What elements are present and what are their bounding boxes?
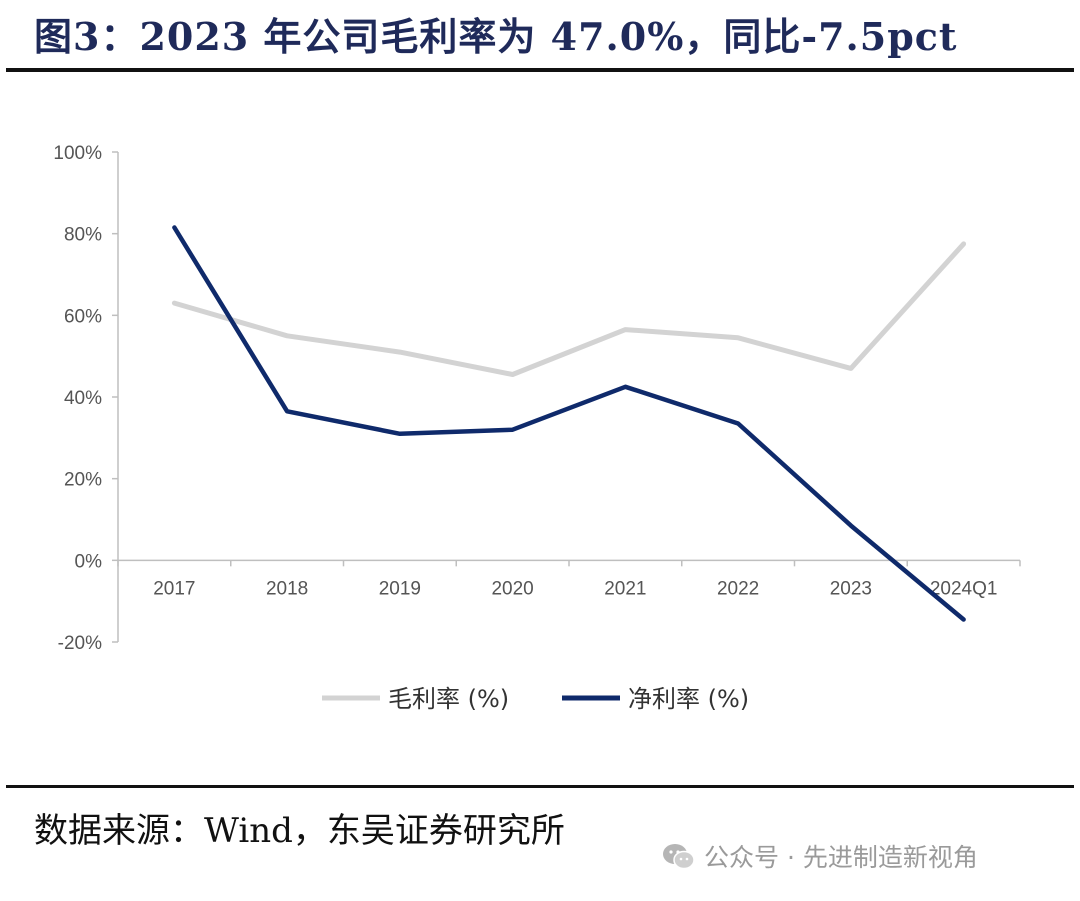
x-tick-label: 2018 (266, 578, 308, 599)
x-tick-label: 2021 (604, 578, 646, 599)
x-tick-label: 2019 (379, 578, 421, 599)
y-tick-label: 0% (75, 551, 103, 572)
chart-axes: 100% 80% 60% 40% 20% 0% -20% 2017 2018 2019 2020 20… (53, 143, 1021, 654)
x-tick-label: 2020 (491, 578, 533, 599)
y-tick-label: 80% (64, 225, 102, 246)
y-tick-label: -20% (58, 633, 102, 654)
page-title: 图3：2023 年公司毛利率为 47.0%，同比-7.5pct (34, 14, 958, 59)
y-tick-label: 40% (64, 388, 102, 409)
chart-legend: 毛利率 (%) 净利率 (%) (322, 685, 749, 713)
bottom-rule (6, 785, 1074, 788)
data-source: 数据来源：Wind，东吴证券研究所 (34, 811, 565, 851)
series-line-2 (172, 225, 966, 622)
y-tick-label: 20% (64, 470, 102, 491)
y-tick-label: 60% (64, 306, 102, 327)
top-rule (6, 68, 1074, 72)
x-tick-label: 2017 (153, 578, 195, 599)
y-tick-label: 100% (53, 143, 102, 164)
legend-label: 净利率 (%) (628, 685, 749, 713)
x-tick-label: 2024Q1 (930, 578, 998, 599)
watermark-text: 公众号 · 先进制造新视角 (704, 843, 978, 872)
series-line-1 (171, 241, 967, 377)
watermark: 公众号 · 先进制造新视角 (662, 838, 978, 874)
x-tick-label: 2023 (830, 578, 872, 599)
chart-series (171, 225, 967, 622)
legend-label: 毛利率 (%) (388, 685, 509, 713)
x-tick-label: 2022 (717, 578, 759, 599)
line-chart: 100% 80% 60% 40% 20% 0% -20% 2017 2018 2019 2020 20… (53, 143, 1021, 713)
wechat-icon (663, 844, 695, 870)
